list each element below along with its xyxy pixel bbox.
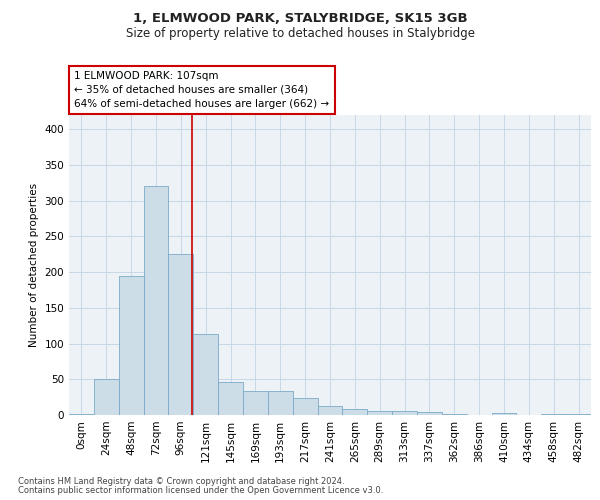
Bar xyxy=(442,414,467,415)
Bar xyxy=(392,412,417,415)
Bar xyxy=(94,378,119,415)
Bar xyxy=(491,413,517,415)
Bar xyxy=(268,390,293,415)
Bar xyxy=(218,382,243,415)
Bar xyxy=(317,406,343,415)
Bar xyxy=(367,410,392,415)
Bar xyxy=(143,186,169,415)
Bar xyxy=(343,408,367,415)
Text: Contains HM Land Registry data © Crown copyright and database right 2024.: Contains HM Land Registry data © Crown c… xyxy=(18,477,344,486)
Bar xyxy=(169,254,193,415)
Bar xyxy=(541,414,566,415)
Bar xyxy=(293,398,317,415)
Bar xyxy=(193,334,218,415)
Bar xyxy=(566,414,591,415)
Text: Size of property relative to detached houses in Stalybridge: Size of property relative to detached ho… xyxy=(125,28,475,40)
Y-axis label: Number of detached properties: Number of detached properties xyxy=(29,183,39,347)
Text: 1 ELMWOOD PARK: 107sqm
← 35% of detached houses are smaller (364)
64% of semi-de: 1 ELMWOOD PARK: 107sqm ← 35% of detached… xyxy=(74,71,329,109)
Bar xyxy=(417,412,442,415)
Text: 1, ELMWOOD PARK, STALYBRIDGE, SK15 3GB: 1, ELMWOOD PARK, STALYBRIDGE, SK15 3GB xyxy=(133,12,467,26)
Bar xyxy=(243,390,268,415)
Bar xyxy=(69,414,94,415)
Bar xyxy=(119,276,143,415)
Text: Contains public sector information licensed under the Open Government Licence v3: Contains public sector information licen… xyxy=(18,486,383,495)
